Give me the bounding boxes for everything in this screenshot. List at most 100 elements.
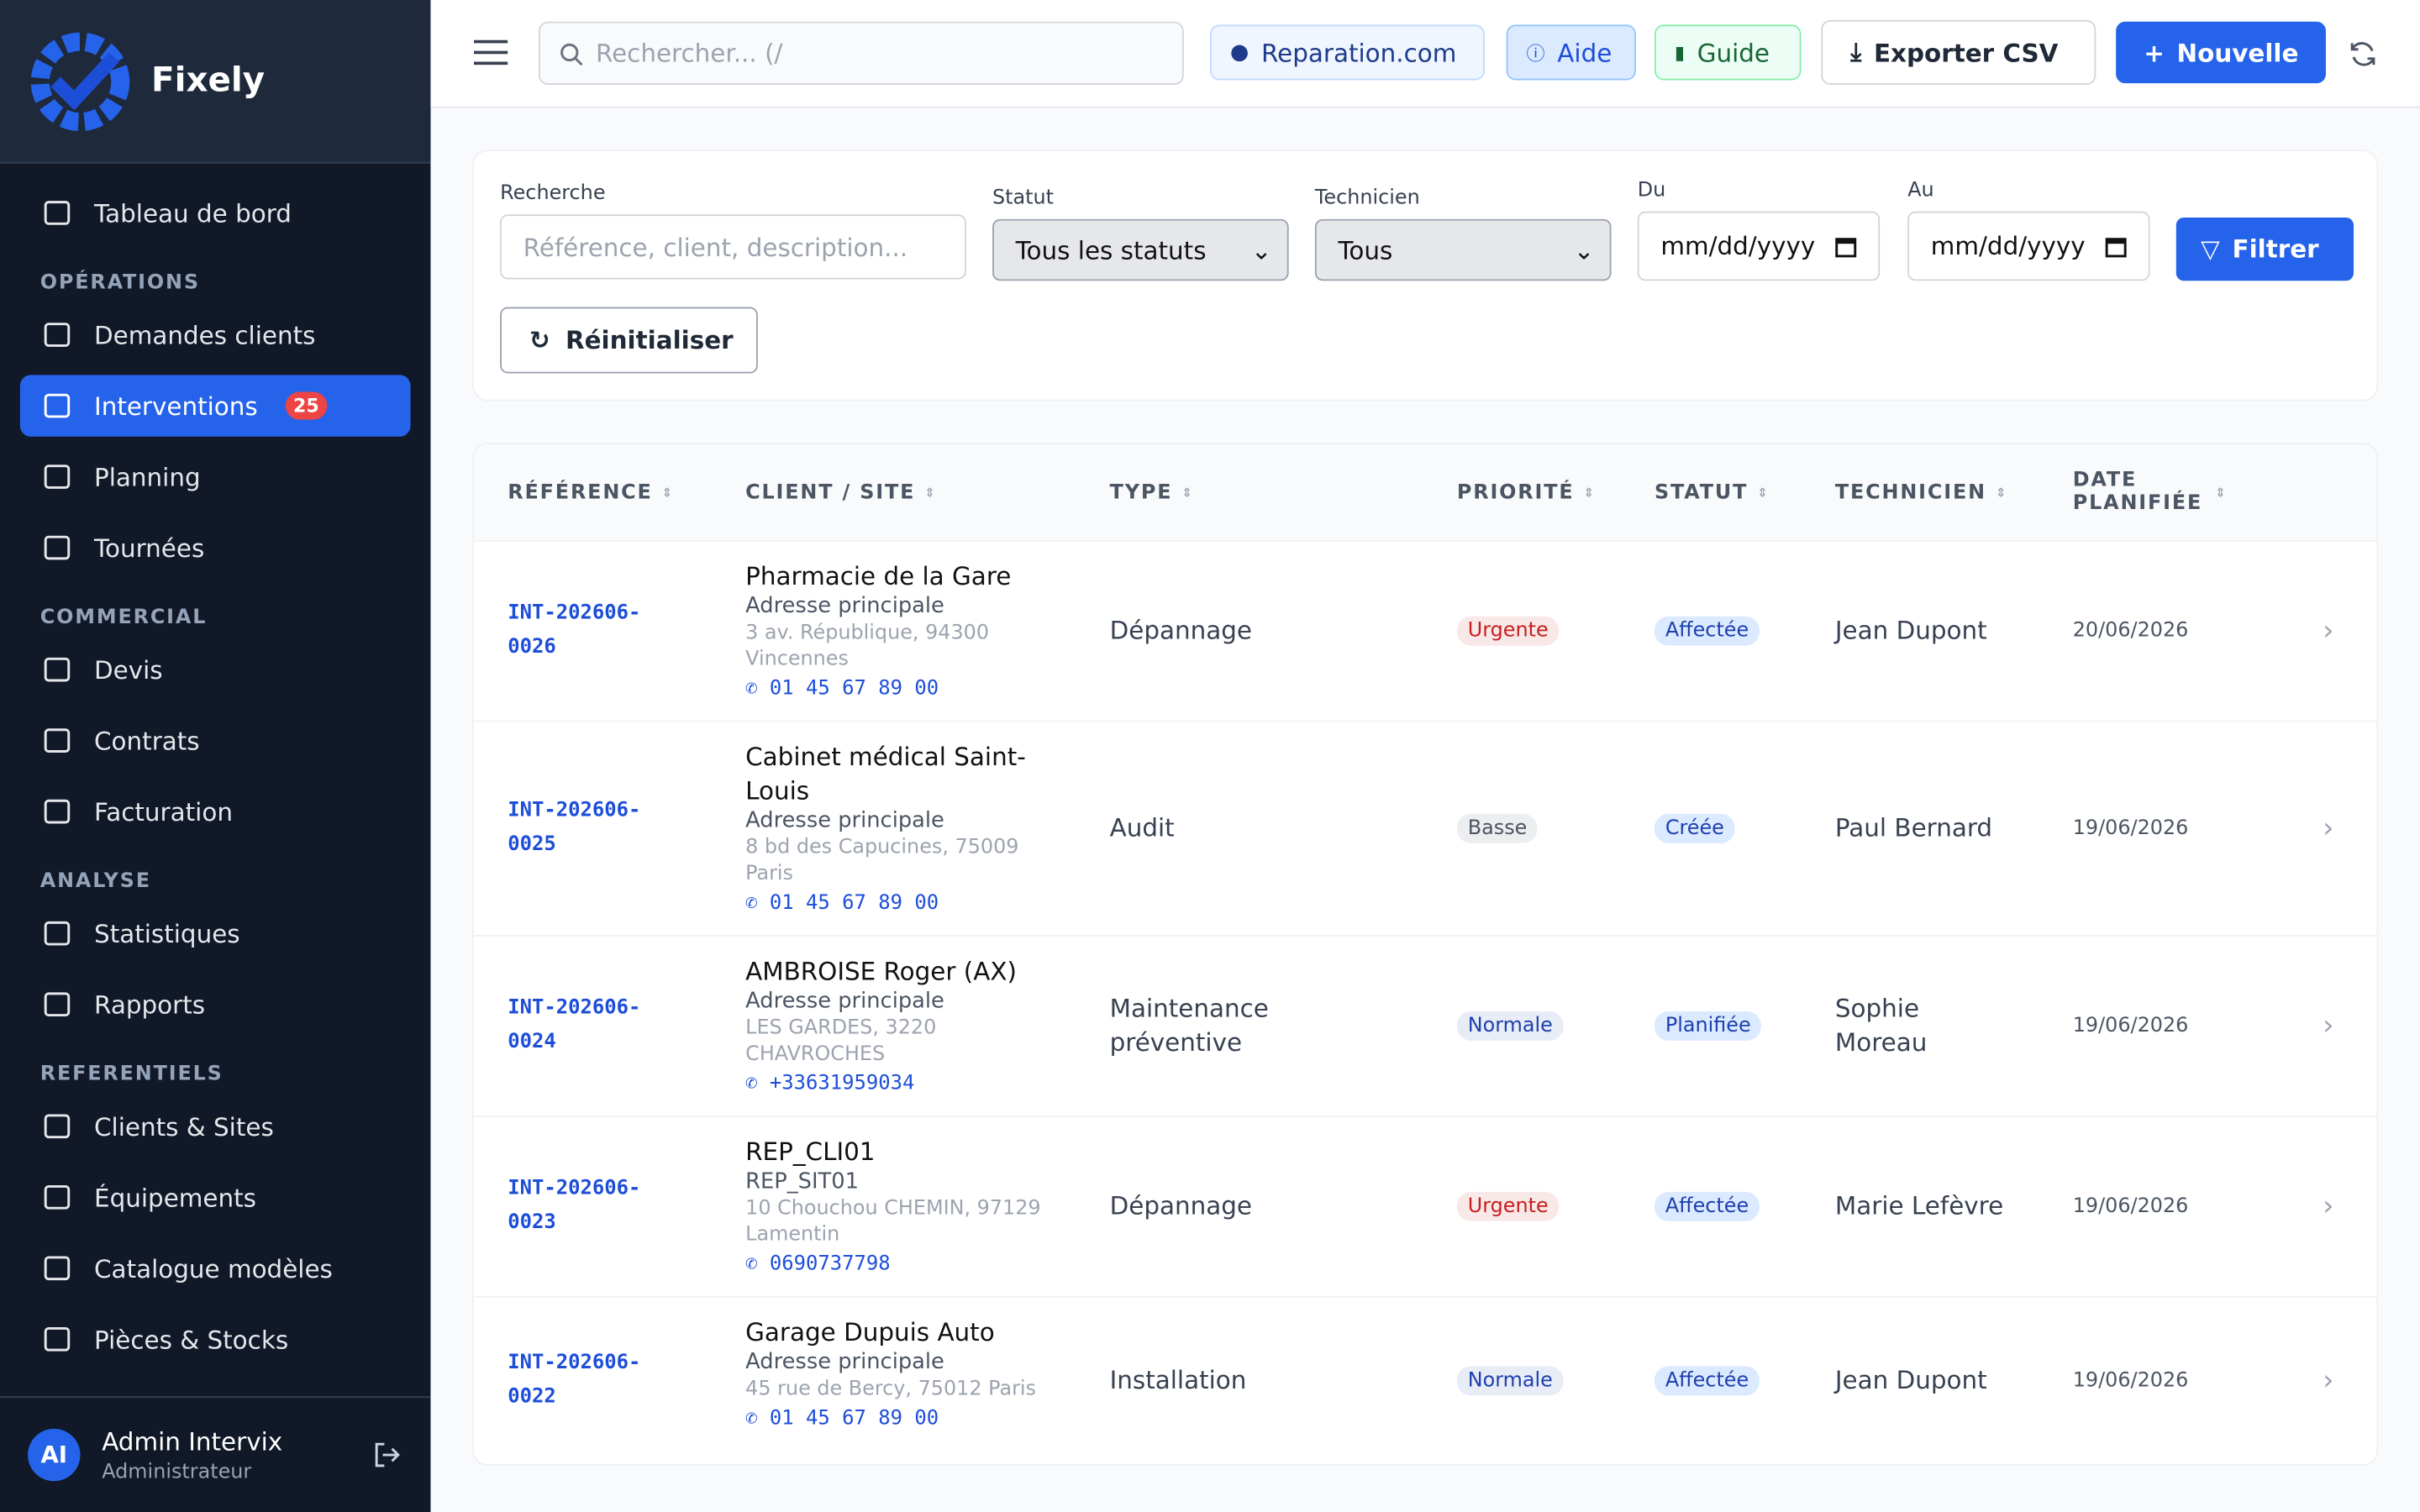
nav-icon (44, 323, 71, 347)
icon: ⓘ (1526, 42, 1545, 65)
phone: 01 45 67 89 00 (769, 891, 939, 916)
nav-item[interactable]: Demandes clients (20, 304, 411, 365)
phone: 01 45 67 89 00 (769, 677, 939, 701)
table-row[interactable]: INT-202606-0022 Garage Dupuis Auto Adresse… (473, 1295, 2377, 1464)
user-name: Admin Intervix (102, 1426, 283, 1456)
sort-icon: ⇕ (1995, 485, 2008, 500)
table-row[interactable]: INT-202606-0023 REP_CLI01 REP_SIT01 10 Chou… (473, 1115, 2377, 1296)
nav-item[interactable]: Clients & Sites (20, 1095, 411, 1157)
reset-button[interactable]: ↻ Réinitialiser (500, 307, 758, 374)
nav-label: Équipements (94, 1182, 256, 1212)
table-row[interactable]: INT-202606-0026 Pharmacie de la Gare Adres… (473, 539, 2377, 721)
date-value: mm/dd/yyyy (1660, 231, 1816, 261)
input[interactable]: Référence, client, description... (500, 214, 966, 280)
button[interactable]: + Nouvelle (2116, 21, 2326, 84)
button[interactable]: ▮ Guide (1654, 24, 1802, 81)
nav-label: Planning (94, 462, 201, 492)
select-value: Tous (1338, 235, 1393, 265)
button-label: Filtrer (2232, 234, 2319, 265)
nav-item[interactable]: Équipements (20, 1167, 411, 1228)
nav-item[interactable]: Planning (20, 446, 411, 507)
technician: Paul Bernard (1834, 812, 1993, 843)
date-input[interactable]: mm/dd/yyyy (1637, 211, 1881, 281)
button[interactable]: ⓘ Aide (1506, 24, 1636, 81)
user: AI Admin Intervix Administrateur (0, 1396, 431, 1512)
button-label: Exporter CSV (1873, 38, 2059, 67)
button[interactable]: ● Reparation.com (1210, 24, 1485, 81)
logout[interactable] (372, 1440, 403, 1471)
nav-item[interactable]: Tableau de bord (20, 182, 411, 244)
nav-item[interactable]: Pièces & Stocks (20, 1309, 411, 1370)
phone-line: ✆ 01 45 67 89 00 (745, 890, 1054, 916)
column-header[interactable]: DATE PLANIFIÉE ⇕ (2073, 444, 2228, 540)
nav-label: Facturation (94, 796, 233, 827)
phone-line: ✆ 01 45 67 89 00 (745, 1405, 1054, 1431)
phone: 0690737798 (769, 1252, 891, 1276)
brand-name: Fixely (151, 61, 266, 101)
phone-icon: ✆ (745, 677, 770, 701)
search[interactable]: Rechercher... (/ (539, 21, 1184, 86)
chevron: › (2323, 1010, 2334, 1042)
nav-label: Catalogue modèles (94, 1253, 333, 1284)
menu[interactable] (473, 37, 508, 68)
nav-label: Devis (94, 654, 163, 685)
column-header[interactable]: CLIENT / SITE ⇕ (745, 444, 1054, 540)
priority: Basse (1456, 813, 1539, 843)
reference: INT-202606-0026 (508, 601, 641, 659)
column-header[interactable]: STATUT ⇕ (1655, 444, 1963, 540)
sort-icon: ⇕ (1583, 485, 1596, 500)
type: Dépannage (1109, 1190, 1252, 1221)
column-header[interactable]: TECHNICIEN ⇕ (1835, 444, 2144, 540)
date-input[interactable]: mm/dd/yyyy (1907, 211, 2150, 281)
nav-label: Tableau de bord (94, 198, 292, 228)
filters: Recherche Référence, client, description… (472, 150, 2379, 402)
chevron: ⌄ (1250, 235, 1272, 265)
nav-item[interactable]: Statistiques (20, 902, 411, 963)
client-cell: REP_CLI01 REP_SIT01 10 Chouchou CHEMIN, 97… (745, 1117, 1054, 1296)
filter-button[interactable]: ▽ Filtrer (2175, 217, 2354, 281)
status: Planifiée (1654, 1011, 1762, 1041)
nav-icon (44, 799, 71, 824)
column-header[interactable]: RÉFÉRENCE ⇕ (508, 444, 816, 540)
nav-item[interactable]: Interventions 25 (19, 375, 411, 437)
nav-item[interactable]: Tournées (20, 517, 411, 578)
nav-icon (44, 728, 71, 753)
nav-item[interactable]: Contrats (20, 710, 411, 771)
nav-icon (44, 465, 71, 489)
sort-icon: ⇕ (661, 485, 674, 500)
button[interactable]: ⤓ Exporter CSV (1821, 19, 2096, 86)
table: RÉFÉRENCE ⇕ CLIENT / SITE ⇕ TYPE ⇕ PRIORITÉ ⇕ ST… (472, 443, 2379, 1466)
address: 8 bd des Capucines, 75009 Paris (745, 836, 1019, 886)
address: 45 rue de Bercy, 75012 Paris (745, 1378, 1036, 1401)
nav-item[interactable]: Catalogue modèles (20, 1237, 411, 1299)
refresh[interactable] (2348, 39, 2379, 70)
nav-label: Tournées (94, 533, 205, 563)
select[interactable]: Tous ⌄ (1314, 218, 1612, 281)
technician: Sophie Moreau (1834, 993, 1928, 1058)
nav-item[interactable]: Devis (20, 638, 411, 700)
sort-icon: ⇕ (1181, 485, 1194, 500)
reference: INT-202606-0023 (508, 1177, 641, 1235)
table-row[interactable]: INT-202606-0025 Cabinet médical Saint-Lou… (473, 720, 2377, 935)
nav-item[interactable]: Facturation (20, 780, 411, 842)
chevron: ⌄ (1573, 235, 1595, 265)
site: Adresse principale (745, 808, 944, 833)
technician: Jean Dupont (1834, 1365, 1987, 1395)
column-header[interactable]: PRIORITÉ ⇕ (1457, 444, 1765, 540)
column-header[interactable]: TYPE ⇕ (1110, 444, 1418, 540)
nav-icon (44, 393, 71, 418)
icon (560, 42, 583, 66)
nav-label: Demandes clients (94, 320, 316, 350)
client-cell: Cabinet médical Saint-Louis Adresse princ… (745, 722, 1054, 935)
nav-section: REFERENTIELS (39, 1063, 224, 1087)
nav-label: Statistiques (94, 918, 240, 948)
nav-icon (44, 535, 71, 560)
sidebar: Fixely Tableau de bord OPÉRATIONS Demandes… (0, 0, 431, 1512)
select[interactable]: Tous les statuts ⌄ (992, 218, 1289, 281)
table-row[interactable]: INT-202606-0024 AMBROISE Roger (AX) Adress… (473, 935, 2377, 1116)
nav-item[interactable]: Rapports (20, 974, 411, 1035)
site: Adresse principale (745, 989, 944, 1014)
calendar (1835, 237, 1857, 257)
client-name: Garage Dupuis Auto (745, 1317, 995, 1347)
icon: + (2144, 38, 2165, 67)
